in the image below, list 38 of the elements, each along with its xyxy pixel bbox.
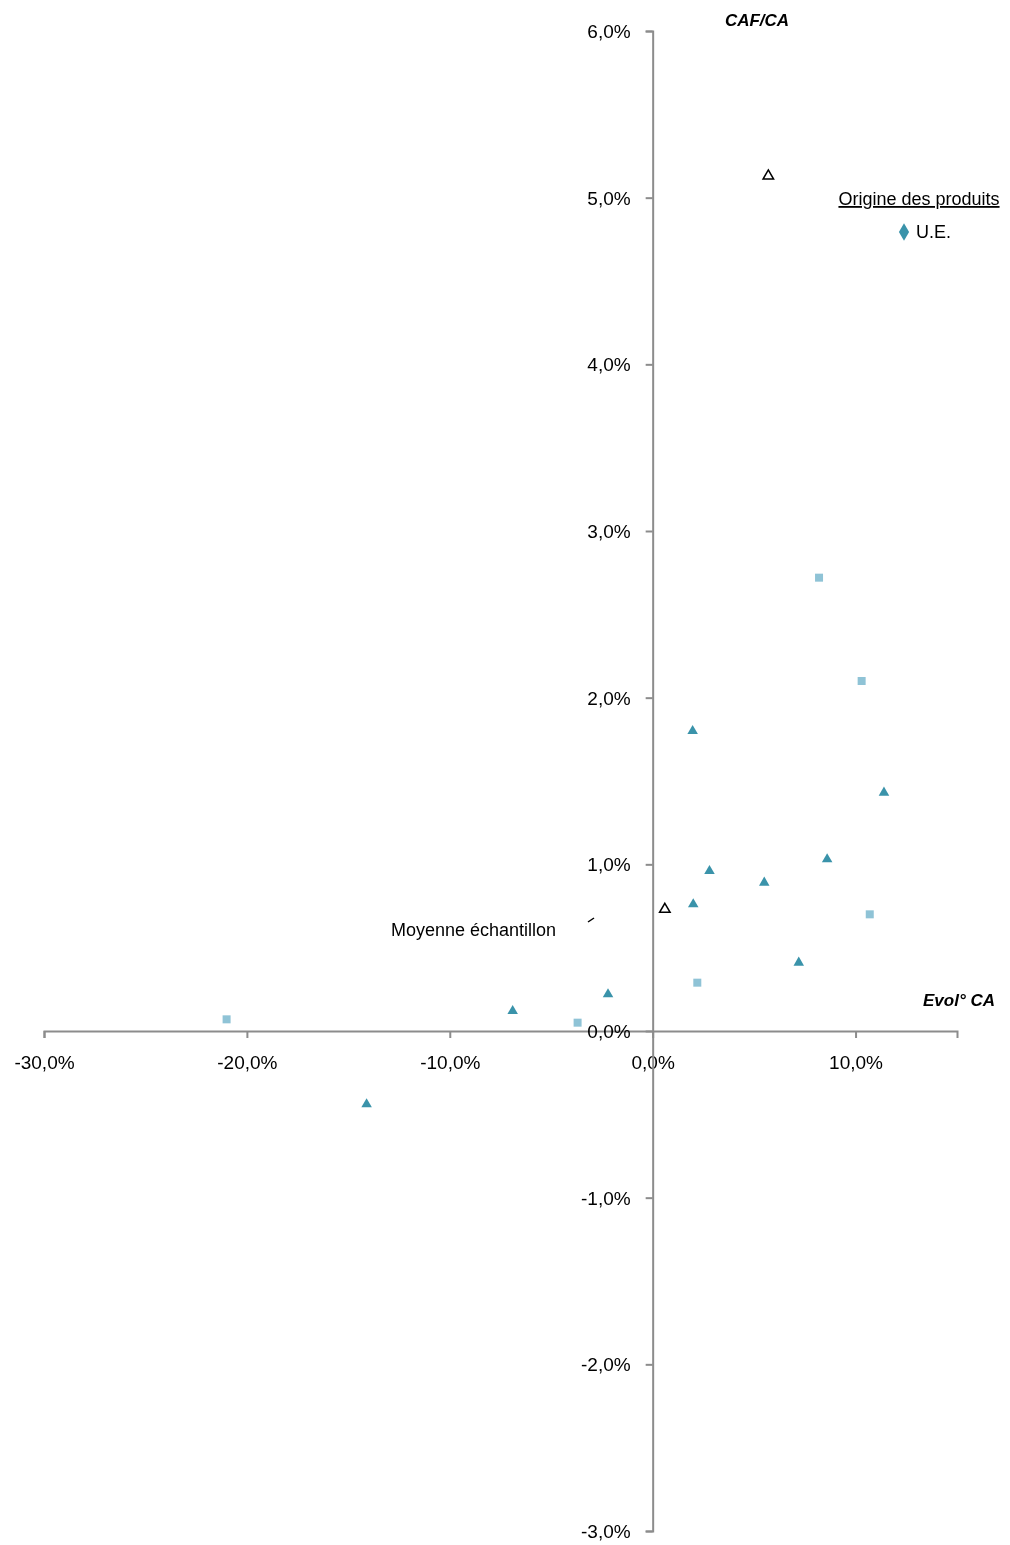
x-tick-label: -20,0%: [217, 1052, 278, 1073]
y-tick-label: -1,0%: [581, 1187, 631, 1209]
point: [602, 988, 614, 998]
point: [658, 902, 671, 914]
point: [361, 1098, 372, 1108]
point: [693, 978, 702, 987]
y-tick-label: 6,0%: [587, 21, 631, 43]
legend-label: U.E.: [916, 222, 952, 243]
point: [815, 573, 824, 582]
y-tick-label: 2,0%: [587, 687, 631, 709]
point: [758, 876, 770, 886]
point: [704, 864, 715, 875]
x-axis-title: Evol° CA: [923, 991, 995, 1010]
point: [857, 677, 866, 685]
y-tick-label: 5,0%: [587, 187, 631, 209]
y-tick-label: 3,0%: [587, 521, 631, 543]
y-tick-label: 1,0%: [587, 854, 631, 876]
annotation: Moyenne échantillon: [391, 920, 557, 940]
y-tick-label: -3,0%: [581, 1521, 631, 1543]
y-tick-label: -2,0%: [581, 1354, 631, 1376]
y-tick-label: 0,0%: [587, 1021, 631, 1043]
point: [865, 910, 874, 919]
point: [878, 786, 890, 796]
point: [762, 169, 775, 180]
point: [821, 853, 833, 863]
point: [507, 1004, 518, 1015]
x-tick-label: -10,0%: [420, 1052, 481, 1073]
point: [687, 724, 698, 735]
x-tick-label: -30,0%: [14, 1052, 75, 1073]
point: [222, 1015, 231, 1024]
x-tick-label: 10,0%: [829, 1052, 884, 1073]
x-tick-label: 0,0%: [631, 1052, 675, 1073]
point: [687, 898, 699, 908]
y-axis-title: CAF/CA: [724, 11, 790, 30]
point: [573, 1018, 582, 1027]
legend-title: Origine des produits: [838, 189, 1000, 209]
y-tick-label: 4,0%: [587, 354, 631, 376]
point: [793, 956, 805, 966]
